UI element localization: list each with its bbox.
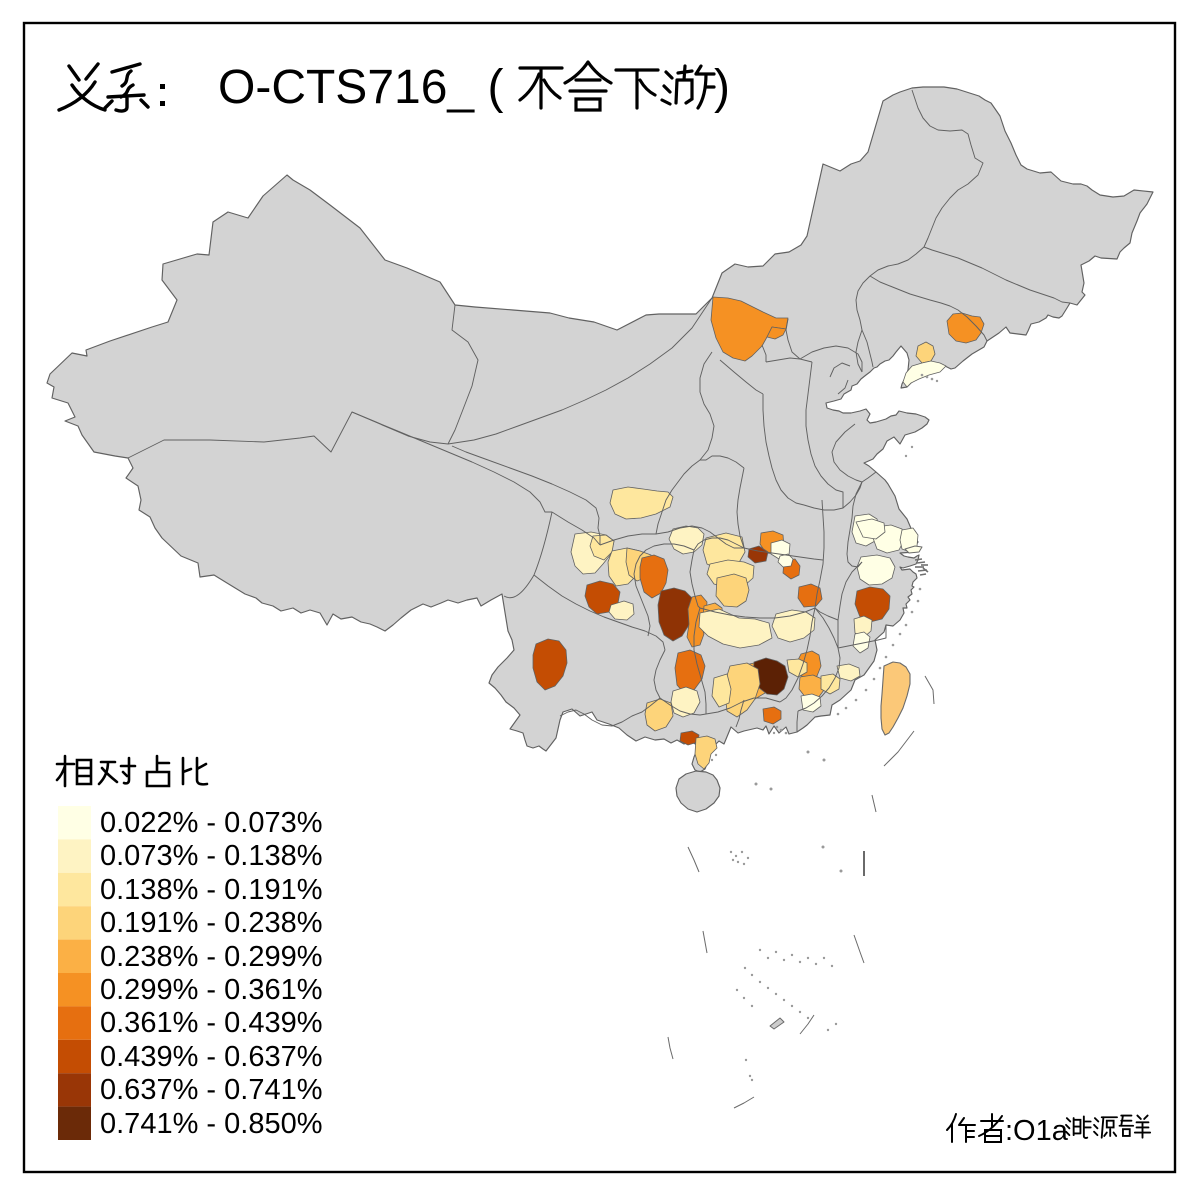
svg-text:0.238% - 0.299%: 0.238% - 0.299% [100, 941, 322, 973]
svg-text:0.637% - 0.741%: 0.637% - 0.741% [100, 1074, 322, 1106]
svg-text:0.299% - 0.361%: 0.299% - 0.361% [100, 974, 322, 1006]
svg-text:): ) [714, 61, 730, 114]
svg-text:0.361% - 0.439%: 0.361% - 0.439% [100, 1007, 322, 1039]
svg-text::O1a: :O1a [1005, 1115, 1069, 1147]
svg-text:0.439% - 0.637%: 0.439% - 0.637% [100, 1041, 322, 1073]
svg-text:0.741% - 0.850%: 0.741% - 0.850% [100, 1108, 322, 1140]
svg-text:0.191% - 0.238%: 0.191% - 0.238% [100, 907, 322, 939]
svg-text:0.073% - 0.138%: 0.073% - 0.138% [100, 840, 322, 872]
svg-text:0.022% - 0.073%: 0.022% - 0.073% [100, 807, 322, 839]
svg-text:O-CTS716_ (: O-CTS716_ ( [218, 61, 503, 114]
svg-text:0.138% - 0.191%: 0.138% - 0.191% [100, 874, 322, 906]
